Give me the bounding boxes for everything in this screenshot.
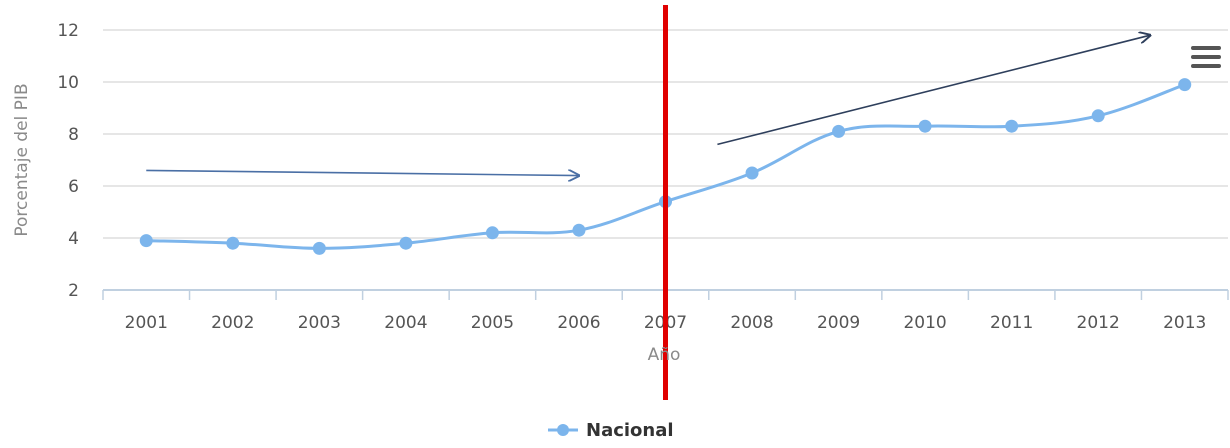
x-tick-label: 2004 <box>384 313 427 333</box>
legend-series-label: Nacional <box>586 420 674 441</box>
trend-arrow <box>146 170 579 175</box>
x-tick-label: 2003 <box>298 313 341 333</box>
x-tick-label: 2010 <box>903 313 946 333</box>
x-tick-label: 2006 <box>557 313 600 333</box>
x-tick-label: 2005 <box>471 313 514 333</box>
y-tick-label: 6 <box>68 177 79 197</box>
y-tick-label: 10 <box>57 73 79 93</box>
hamburger-menu-icon[interactable] <box>1188 42 1222 74</box>
axis-layer: 2468101220012002200320042005200620072008… <box>57 21 1229 333</box>
series-layer <box>139 78 1192 255</box>
data-point <box>226 236 240 250</box>
data-point <box>572 223 586 237</box>
annotation-layer <box>146 5 1150 400</box>
x-axis-title: Año <box>648 345 681 365</box>
data-point <box>1178 78 1192 92</box>
x-tick-label: 2013 <box>1163 313 1206 333</box>
legend-series-marker <box>557 424 569 436</box>
data-point <box>832 124 846 138</box>
x-tick-label: 2001 <box>125 313 168 333</box>
data-point <box>399 236 413 250</box>
data-point <box>918 119 932 133</box>
y-tick-label: 4 <box>68 229 79 249</box>
x-tick-label: 2011 <box>990 313 1033 333</box>
y-tick-label: 2 <box>68 281 79 301</box>
data-point <box>139 234 153 248</box>
y-tick-label: 12 <box>57 21 79 41</box>
x-tick-label: 2008 <box>730 313 773 333</box>
data-point <box>1005 119 1019 133</box>
data-point <box>312 241 326 255</box>
y-axis-title: Porcentaje del PIB <box>12 83 32 236</box>
x-tick-label: 2009 <box>817 313 860 333</box>
trend-arrow <box>717 35 1150 146</box>
data-point <box>1091 109 1105 123</box>
x-tick-label: 2002 <box>211 313 254 333</box>
legend[interactable]: Nacional <box>548 420 674 441</box>
data-point <box>745 166 759 180</box>
data-point <box>485 226 499 240</box>
x-tick-label: 2012 <box>1077 313 1120 333</box>
y-tick-label: 8 <box>68 125 79 145</box>
